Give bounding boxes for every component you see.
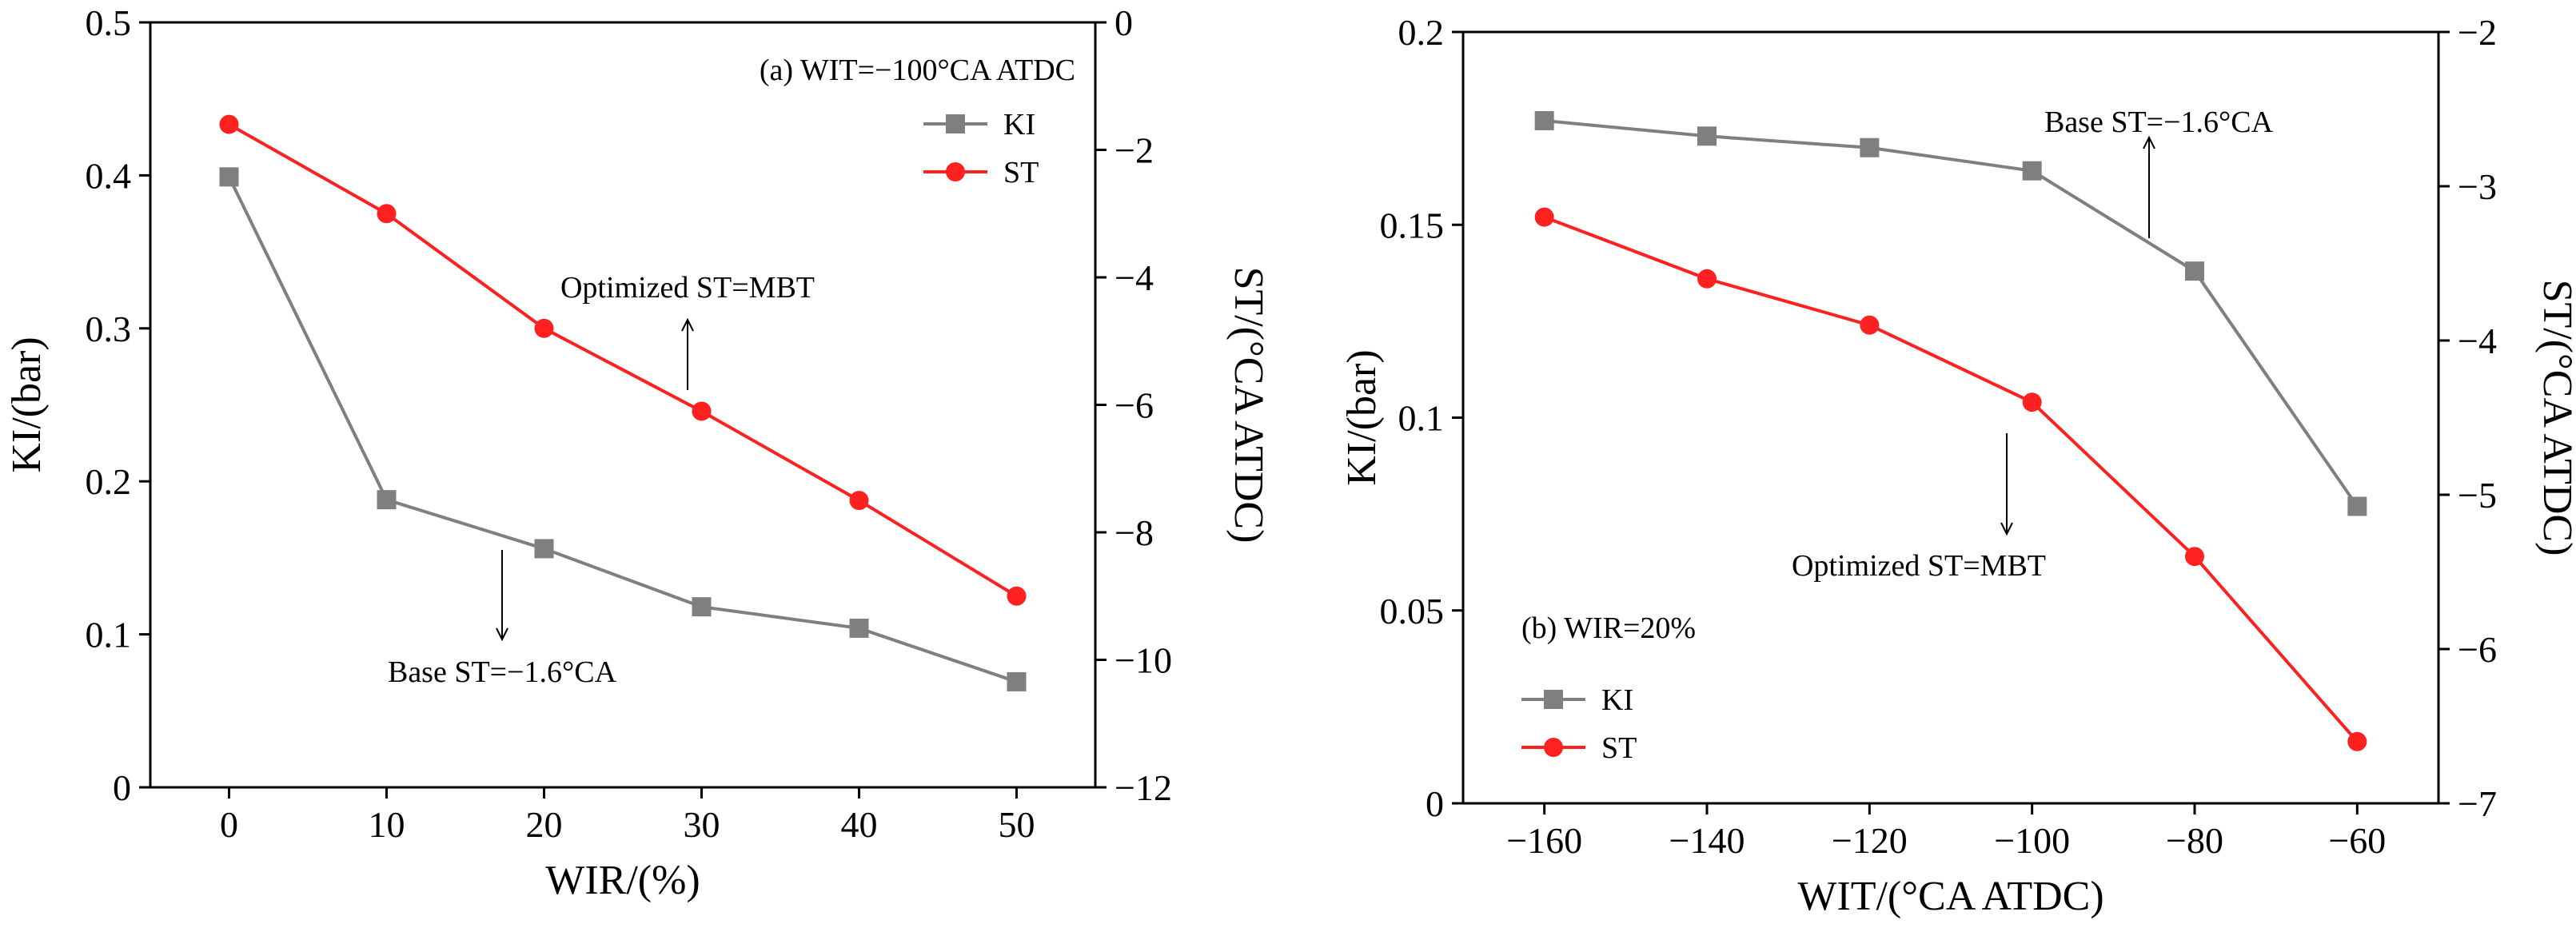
x-tick-label: −60 (2328, 820, 2386, 861)
annotation-label: Optimized ST=MBT (1792, 549, 2046, 583)
x-tick-label: 10 (369, 804, 405, 845)
annotation-label: Base ST=−1.6°CA (2044, 106, 2274, 139)
x-tick-label: −140 (1669, 820, 1745, 861)
series-line-st (1543, 215, 2359, 743)
data-point-st (2022, 392, 2042, 412)
y-tick-label: 0.15 (1380, 205, 1445, 245)
y-tick-label: 0.1 (86, 615, 132, 655)
data-point-st (1860, 315, 1880, 335)
y-tick-label: 0.4 (86, 155, 132, 196)
data-point-st (534, 318, 554, 338)
y-tick-label: 0 (1426, 783, 1444, 824)
data-point-ki (692, 597, 712, 617)
y-tick-label: 0 (113, 767, 131, 808)
data-point-ki (2347, 496, 2367, 516)
x-tick-label: −100 (1994, 820, 2070, 861)
data-point-ki (1860, 137, 1880, 157)
plot-frame (149, 21, 1097, 789)
y2-tick-label: −4 (2458, 321, 2497, 361)
data-point-st (2347, 731, 2367, 751)
annotation-label: Base ST=−1.6°CA (388, 655, 617, 689)
data-point-ki (1534, 110, 1554, 130)
legend-label-st: ST (1601, 731, 1637, 765)
y2-tick-label: −5 (2458, 475, 2497, 516)
annotation-arrowhead (681, 317, 694, 332)
data-point-st (1534, 207, 1554, 227)
data-point-ki (219, 167, 239, 187)
x-tick-label: 40 (841, 804, 878, 845)
data-point-ki (849, 618, 869, 638)
panel-title: (a) WIT=−100°CA ATDC (760, 54, 1075, 87)
data-point-st (692, 401, 712, 421)
x-axis-title: WIT/(°CA ATDC) (1797, 874, 2103, 919)
x-tick-label: 0 (220, 804, 238, 845)
annotation-arrowhead (2143, 135, 2155, 149)
x-tick-label: −160 (1506, 820, 1582, 861)
x-tick-label: 50 (999, 804, 1035, 845)
panel-title: (b) WIR=20% (1521, 611, 1696, 645)
annotation-arrowhead (496, 627, 508, 642)
y2-tick-label: −2 (1115, 130, 1154, 171)
y2-tick-label: 0 (1115, 2, 1133, 43)
x-tick-label: 30 (684, 804, 720, 845)
legend-marker-ki (1544, 690, 1563, 709)
data-point-ki (1697, 126, 1717, 146)
y-tick-label: 0.1 (1398, 398, 1445, 439)
data-point-st (219, 114, 239, 134)
data-point-st (2185, 547, 2204, 567)
data-point-ki (2022, 161, 2042, 181)
y-tick-label: 0.2 (86, 461, 132, 502)
legend-label-ki: KI (1601, 683, 1633, 717)
legend-marker-st (946, 162, 965, 181)
y2-tick-label: −2 (2458, 12, 2497, 53)
legend-marker-ki (946, 114, 965, 133)
y2-tick-label: −10 (1115, 640, 1172, 681)
data-point-ki (1007, 671, 1027, 691)
data-point-ki (2185, 261, 2204, 281)
y-tick-label: 0.05 (1380, 591, 1445, 631)
data-point-st (1697, 269, 1717, 289)
series-line-ki (1544, 118, 2359, 508)
x-tick-label: −120 (1832, 820, 1908, 861)
y2-axis-title: ST/(°CA ATDC) (2534, 280, 2576, 556)
x-tick-label: −80 (2166, 820, 2223, 861)
data-point-ki (377, 490, 397, 510)
y2-tick-label: −4 (1115, 257, 1154, 298)
y-axis-title: KI/(bar) (4, 337, 50, 472)
series-line-st (228, 122, 1018, 598)
legend-marker-st (1544, 738, 1563, 757)
y2-tick-label: −12 (1115, 767, 1172, 808)
y2-tick-label: −6 (1115, 385, 1154, 426)
y2-tick-label: −7 (2458, 783, 2497, 824)
y-axis-title: KI/(bar) (1339, 349, 1385, 485)
data-point-ki (534, 539, 554, 559)
y-tick-label: 0.2 (1398, 12, 1445, 53)
y-tick-label: 0.3 (86, 309, 132, 349)
series-line-ki (227, 176, 1018, 683)
y2-axis-title: ST/(°CA ATDC) (1226, 267, 1271, 544)
data-point-st (849, 491, 869, 511)
x-tick-label: 20 (526, 804, 563, 845)
y2-tick-label: −8 (1115, 512, 1154, 553)
legend-label-ki: KI (1003, 108, 1035, 141)
y2-tick-label: −6 (2458, 629, 2497, 670)
data-point-st (1007, 586, 1027, 606)
panel-a: 0 10 20 30 40 50 0 0.1 0.2 0.3 0.4 0.5 0 −2 −4 −6 −8 −10 −… (4, 2, 1271, 903)
annotation-label: Optimized ST=MBT (560, 271, 815, 305)
x-axis-title: WIR/(%) (545, 858, 700, 903)
data-point-st (377, 204, 397, 224)
annotation-arrowhead (2000, 522, 2013, 536)
legend-label-st: ST (1003, 156, 1039, 189)
y2-tick-label: −3 (2458, 166, 2497, 207)
panel-b: −160 −140 −120 −100 −80 −60 0 0.05 0.1 0.15 0.2 −2 −… (1339, 12, 2576, 919)
y-tick-label: 0.5 (86, 2, 132, 43)
